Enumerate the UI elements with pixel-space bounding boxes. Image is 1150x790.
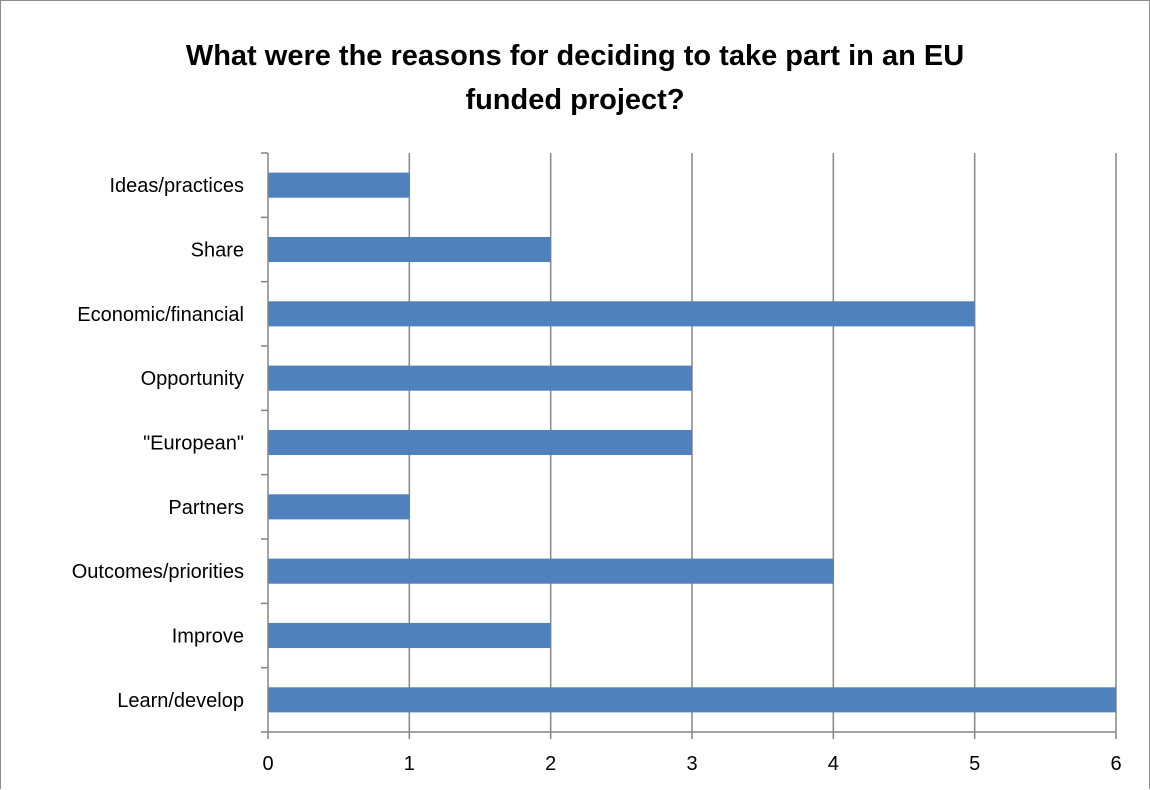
bar [268, 494, 410, 520]
category-label: Share [191, 240, 244, 262]
x-tick-label: 3 [686, 753, 697, 775]
chart-title-line-1: What were the reasons for deciding to ta… [185, 40, 965, 72]
bars [268, 172, 1116, 713]
x-tick-label: 5 [969, 753, 980, 775]
x-tick-label: 6 [1110, 753, 1121, 775]
category-labels: Ideas/practices Share Economic/financial Op… [72, 175, 244, 712]
category-label: Economic/financial [77, 304, 244, 326]
bar [268, 172, 410, 198]
chart-title: What were the reasons for deciding to ta… [0, 34, 1150, 122]
chart-title-line-2: funded project? [465, 84, 685, 116]
x-tick-label: 1 [404, 753, 415, 775]
bar [268, 687, 1116, 713]
x-tick-labels: 0 1 2 3 4 5 6 [262, 753, 1121, 775]
x-tick-label: 4 [828, 753, 839, 775]
bar [268, 301, 975, 327]
bar [268, 429, 692, 456]
category-label: Outcomes/priorities [72, 561, 244, 583]
bar [268, 365, 692, 391]
category-label: "European" [143, 433, 244, 455]
category-label: Partners [168, 497, 244, 519]
bar [268, 558, 834, 584]
x-tick-label: 2 [545, 753, 556, 775]
category-label: Improve [172, 626, 244, 648]
axes [261, 152, 1117, 739]
bar [268, 236, 551, 263]
bar [268, 622, 551, 649]
category-label: Opportunity [141, 368, 244, 390]
category-label: Ideas/practices [109, 175, 244, 197]
x-tick-label: 0 [262, 753, 273, 775]
category-label: Learn/develop [117, 690, 244, 712]
